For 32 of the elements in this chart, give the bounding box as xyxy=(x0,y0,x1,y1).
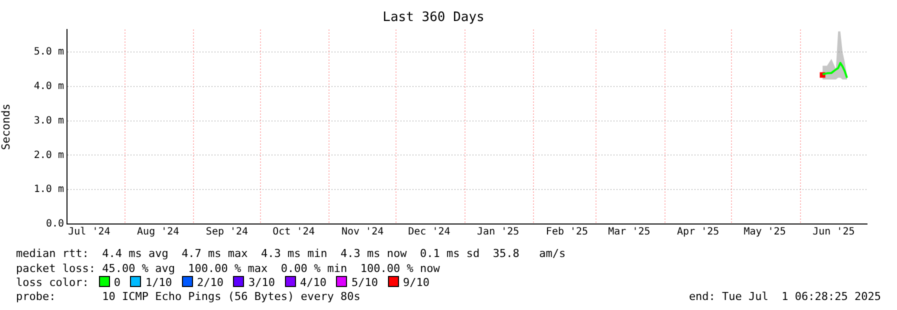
legend-label: 3/10 xyxy=(248,276,275,289)
y-tick-label: 4.0 m xyxy=(34,80,64,92)
legend-label: 1/10 xyxy=(145,276,172,289)
text: median rtt: 4.4 ms avg 4.7 ms max 4.3 ms min 4.3 ms now 0.1 ms sd 35.8 am/s xyxy=(16,247,566,260)
x-tick-label: Dec '24 xyxy=(408,226,450,238)
text: probe: 10 ICMP Echo Pings (56 Bytes) every 80s xyxy=(16,290,360,303)
chart-title: Last 360 Days xyxy=(382,10,484,26)
x-tick-label: Nov '24 xyxy=(341,226,384,238)
x-tick-label: Jan '25 xyxy=(477,226,520,238)
legend-label: 4/10 xyxy=(300,276,326,289)
legend-label: 9/10 xyxy=(402,276,430,289)
x-tick-label: Aug '24 xyxy=(137,226,180,238)
x-tick-label: Sep '24 xyxy=(206,226,248,238)
x-tick-label: Oct '24 xyxy=(272,226,315,238)
x-tick-label: Mar '25 xyxy=(608,226,650,238)
y-tick-label: 2.0 m xyxy=(34,150,64,161)
legend-label: 5/10 xyxy=(351,276,378,289)
y-tick-label: 3.0 m xyxy=(34,115,64,126)
legend-title: loss color: xyxy=(16,276,89,289)
text: end: Tue Jul 1 06:28:25 2025 xyxy=(688,290,881,303)
y-tick-label: 0.0 xyxy=(46,218,64,230)
text: packet loss: 45.00 % avg 100.00 % max 0.00 % min 100.00 % now xyxy=(16,262,440,275)
x-tick-label: Jul '24 xyxy=(68,226,110,238)
y-tick-label: 1.0 m xyxy=(34,184,64,196)
x-tick-label: May '25 xyxy=(744,226,786,238)
legend-label: 0 xyxy=(114,276,120,289)
x-tick-label: Jun '25 xyxy=(812,226,855,238)
x-tick-label: Feb '25 xyxy=(546,226,588,238)
legend-label: 2/10 xyxy=(196,276,224,289)
y-tick-label: 5.0 m xyxy=(34,46,64,58)
x-tick-label: Apr '25 xyxy=(677,226,720,238)
y-axis-title: Seconds xyxy=(0,104,12,150)
